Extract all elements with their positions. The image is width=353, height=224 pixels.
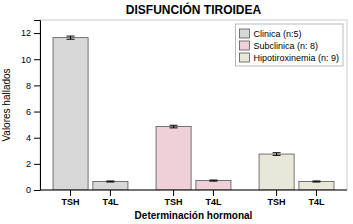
legend-item: Clinica (n:5) — [239, 29, 301, 39]
legend-swatch — [239, 41, 249, 50]
y-axis: 0 2 4 6 8 10 12 — [21, 21, 41, 196]
bar-group — [156, 125, 231, 190]
x-tick-label: T4L — [205, 197, 222, 207]
error-bar-cap — [273, 152, 281, 153]
x-tick-label: T4L — [308, 197, 325, 207]
y-tick: 2 — [26, 159, 40, 169]
x-tick-mark — [316, 190, 317, 196]
x-tick-label: T4L — [102, 197, 119, 207]
error-bar-cap — [67, 36, 75, 37]
y-tick: 12 — [21, 28, 40, 38]
bar — [259, 154, 294, 190]
y-tick: 0 — [26, 185, 40, 195]
y-tick: 10 — [21, 55, 40, 65]
x-tick-label: TSH — [268, 197, 286, 207]
y-tick-mark — [34, 138, 40, 139]
x-axis-group: TSH T4L — [62, 190, 119, 207]
plot-frame — [40, 20, 347, 190]
bar — [196, 181, 231, 190]
error-bar-cap — [170, 127, 178, 128]
bar — [93, 182, 128, 191]
error-bar-cap — [209, 180, 217, 181]
x-tick-mark — [173, 190, 174, 196]
error-bar-cap — [106, 182, 114, 183]
legend-label: Clinica (n:5) — [253, 29, 301, 39]
plot-area: 0 2 4 6 8 10 12 TSH T4L TSH T4L TSH T4L Clinica (n:5)… — [21, 20, 347, 207]
x-axis: TSH T4L TSH T4L TSH T4L — [40, 190, 347, 207]
y-tick-mark — [34, 164, 40, 165]
error-bar — [170, 125, 178, 128]
x-tick-mark — [110, 190, 111, 196]
error-bar — [67, 36, 75, 39]
chart-title: DISFUNCIÓN TIROIDEA — [126, 2, 262, 17]
x-tick: TSH — [165, 190, 183, 207]
chart-container: 0 2 4 6 8 10 12 TSH T4L TSH T4L TSH T4L Clinica (n:5)… — [0, 0, 353, 224]
error-bar-cap — [273, 155, 281, 156]
error-bar — [312, 181, 320, 182]
legend-swatch — [239, 53, 249, 62]
error-bar — [273, 153, 281, 156]
y-tick-label: 4 — [26, 133, 31, 143]
legend-swatch — [239, 29, 249, 38]
y-tick-mark — [34, 33, 40, 34]
y-tick: 8 — [26, 81, 40, 91]
error-bar — [106, 181, 114, 182]
x-tick: TSH — [62, 190, 80, 207]
x-axis-group: TSH T4L — [268, 190, 325, 207]
error-bar-cap — [209, 181, 217, 182]
x-tick: T4L — [308, 190, 325, 207]
y-tick-mark — [34, 85, 40, 86]
y-tick: 6 — [26, 107, 40, 117]
legend-item: Subclinica (n: 8) — [239, 41, 318, 51]
y-tick: 4 — [26, 133, 40, 143]
y-tick-mark — [34, 112, 40, 113]
error-bar-cap — [170, 125, 178, 126]
x-tick-mark — [213, 190, 214, 196]
y-axis-line — [34, 21, 41, 191]
legend-label: Subclinica (n: 8) — [253, 41, 318, 51]
legend-item: Hipotiroxinemia (n: 9) — [239, 53, 339, 63]
x-tick: T4L — [102, 190, 119, 207]
y-tick-label: 0 — [26, 185, 31, 195]
y-tick-label: 8 — [26, 81, 31, 91]
legend-label: Hipotiroxinemia (n: 9) — [253, 53, 339, 63]
bar-group — [53, 36, 128, 190]
error-bar — [209, 180, 217, 181]
bar — [53, 38, 88, 190]
y-tick-label: 2 — [26, 159, 31, 169]
chart-svg: 0 2 4 6 8 10 12 TSH T4L TSH T4L TSH T4L Clinica (n:5)… — [0, 0, 353, 224]
error-bar-cap — [106, 180, 114, 181]
bar — [299, 182, 334, 191]
x-tick-mark — [276, 190, 277, 196]
x-axis-group: TSH T4L — [165, 190, 222, 207]
error-bar-cap — [312, 182, 320, 183]
bar-group — [259, 153, 334, 190]
y-tick-label: 12 — [21, 28, 31, 38]
x-tick-label: TSH — [165, 197, 183, 207]
y-tick-label: 6 — [26, 107, 31, 117]
error-bar-cap — [67, 39, 75, 40]
x-tick: TSH — [268, 190, 286, 207]
y-axis-title: Valores hallados — [1, 68, 12, 141]
x-axis-title: Determinación hormonal — [135, 210, 253, 221]
legend: Clinica (n:5) Subclinica (n: 8) Hipotiroxi… — [235, 24, 343, 66]
y-tick-mark — [34, 190, 40, 191]
y-tick-label: 10 — [21, 55, 31, 65]
bar — [156, 127, 191, 190]
x-tick: T4L — [205, 190, 222, 207]
x-tick-mark — [70, 190, 71, 196]
legend-box — [235, 24, 343, 66]
x-tick-label: TSH — [62, 197, 80, 207]
x-axis-line — [40, 190, 347, 191]
error-bar-cap — [312, 180, 320, 181]
y-tick-mark — [34, 59, 40, 60]
